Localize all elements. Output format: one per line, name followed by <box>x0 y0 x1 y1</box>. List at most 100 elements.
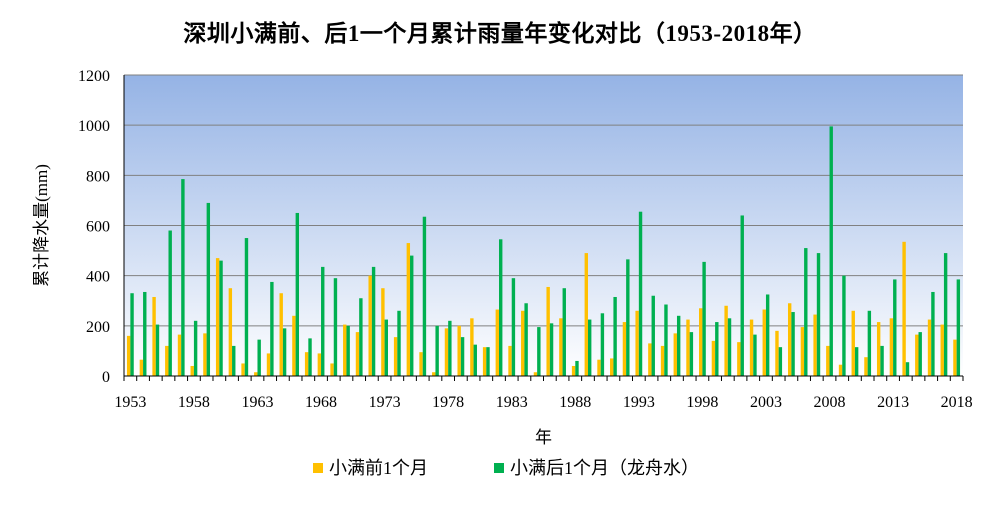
legend-swatch-after <box>494 463 504 473</box>
bar-after-1963 <box>257 339 261 376</box>
bar-after-1959 <box>206 202 211 376</box>
bar-after-1997 <box>689 332 694 376</box>
bar-after-2004 <box>778 347 783 376</box>
bar-after-1995 <box>664 304 668 376</box>
bar-after-1956 <box>168 230 172 376</box>
bar-after-1962 <box>244 238 249 376</box>
bar-after-1966 <box>295 212 300 376</box>
bar-after-1980 <box>473 344 477 376</box>
bar-before-2014 <box>902 241 906 376</box>
bar-before-2017 <box>940 324 944 376</box>
bar-before-1960 <box>215 258 220 376</box>
bar-after-2012 <box>880 345 884 376</box>
x-tick-label: 1978 <box>432 394 464 411</box>
bar-before-1979 <box>457 325 461 376</box>
x-tick-label: 2013 <box>877 394 909 411</box>
bar-before-1978 <box>444 328 449 376</box>
legend: 小满前1个月 小满后1个月（龙舟水） <box>313 458 699 478</box>
y-tick-label: 600 <box>86 219 110 236</box>
bar-before-1995 <box>660 345 665 376</box>
bar-before-1993 <box>635 310 639 376</box>
bar-after-1988 <box>575 360 579 376</box>
x-tick-label: 1993 <box>623 394 655 411</box>
bar-before-1984 <box>521 310 525 376</box>
bar-before-2008 <box>826 345 830 376</box>
bar-before-2010 <box>851 310 855 376</box>
bar-before-1982 <box>495 309 500 376</box>
y-axis-label: 累计降水量(mm) <box>32 164 51 287</box>
bar-after-1989 <box>587 319 592 376</box>
y-tick-labels: 0 200 400 600 800 1000 1200 <box>78 68 110 386</box>
bar-after-1996 <box>676 315 681 376</box>
y-tick-label: 1200 <box>78 68 110 85</box>
bar-after-1991 <box>613 296 617 376</box>
bar-after-2000 <box>727 318 732 376</box>
bar-after-1974 <box>397 310 401 376</box>
bar-after-1961 <box>232 345 236 376</box>
bar-after-1979 <box>460 337 465 376</box>
y-tick-label: 1000 <box>78 118 110 135</box>
bar-after-1968 <box>321 266 325 376</box>
bar-before-1967 <box>304 352 309 376</box>
bar-before-2009 <box>838 364 843 376</box>
bar-after-1960 <box>219 260 223 376</box>
bar-after-2006 <box>804 248 808 376</box>
bar-after-2009 <box>842 275 846 376</box>
bar-before-1986 <box>546 286 550 376</box>
bar-before-1994 <box>648 343 652 376</box>
bar-before-1985 <box>533 372 538 376</box>
bar-before-2001 <box>737 342 741 376</box>
bar-after-2001 <box>740 215 744 376</box>
x-tick-label: 1953 <box>114 394 146 411</box>
bar-after-1983 <box>511 278 516 376</box>
bar-after-1955 <box>155 324 160 376</box>
bar-after-1978 <box>448 320 452 376</box>
bar-after-1985 <box>537 327 541 376</box>
bar-before-1954 <box>139 359 144 376</box>
bar-after-2016 <box>931 291 935 376</box>
bar-before-2012 <box>876 322 881 376</box>
chart-title: 深圳小满前、后1一个月累计雨量年变化对比（1953-2018年） <box>183 21 817 46</box>
bar-before-1971 <box>355 332 360 376</box>
bar-after-1970 <box>346 325 350 376</box>
bar-after-1971 <box>359 298 363 376</box>
bar-after-2003 <box>765 294 770 376</box>
bar-before-2003 <box>762 309 766 376</box>
bar-before-1962 <box>241 363 245 376</box>
bar-before-2007 <box>813 314 817 376</box>
x-tick-label: 1958 <box>178 394 210 411</box>
x-tick-label: 2008 <box>814 394 846 411</box>
y-tick-label: 200 <box>86 319 110 336</box>
bar-after-1967 <box>308 338 312 376</box>
bar-before-2013 <box>889 318 894 376</box>
bar-before-1959 <box>203 333 207 376</box>
bar-before-1988 <box>571 365 576 376</box>
bar-before-1968 <box>317 353 322 376</box>
bar-before-1974 <box>393 337 398 376</box>
bar-before-1965 <box>279 293 283 376</box>
bar-before-1955 <box>152 296 156 376</box>
bar-after-1958 <box>193 320 198 376</box>
bar-after-1973 <box>384 319 388 376</box>
axes <box>123 75 964 381</box>
bar-after-1998 <box>702 261 706 376</box>
bar-after-2015 <box>918 332 922 376</box>
bar-before-2015 <box>915 334 919 376</box>
bar-before-2006 <box>800 327 805 376</box>
bar-before-1969 <box>330 363 334 376</box>
bar-before-1987 <box>559 318 563 376</box>
bar-after-1965 <box>282 328 287 376</box>
bar-before-1963 <box>254 372 258 376</box>
bar-before-2002 <box>749 319 754 376</box>
bar-after-1975 <box>410 255 414 376</box>
x-tick-labels: 1953 1958 1963 1968 1973 1978 1983 1988 1993 1998… <box>114 394 972 411</box>
x-tick-label: 2018 <box>941 394 973 411</box>
bar-before-1961 <box>228 288 233 376</box>
bar-before-1989 <box>584 253 588 376</box>
bar-before-1970 <box>343 324 347 376</box>
bar-after-1977 <box>435 325 439 376</box>
bar-after-1984 <box>524 303 528 376</box>
x-tick-label: 1988 <box>559 394 591 411</box>
bar-before-1977 <box>432 372 436 376</box>
